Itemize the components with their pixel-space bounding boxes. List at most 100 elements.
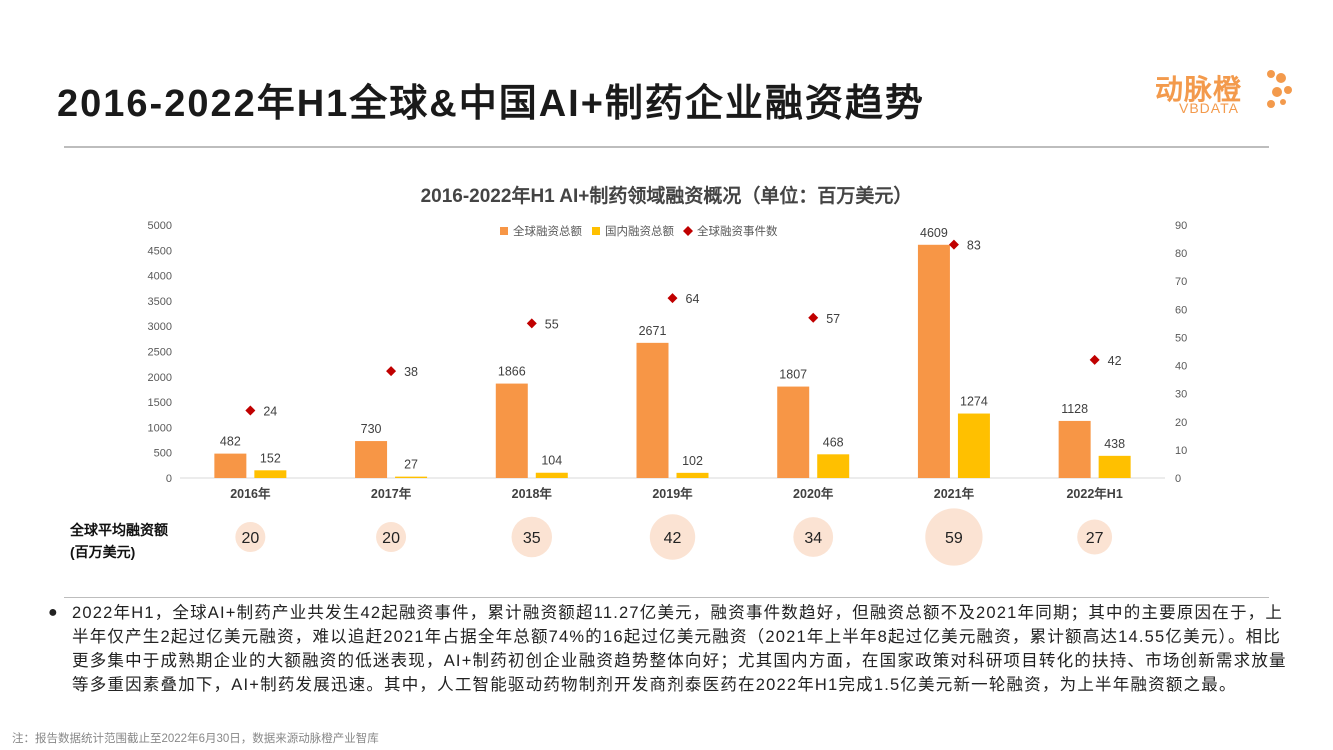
avg-bubble-label-0: 20 [241,530,259,547]
avg-row-label-line1: 全球平均融资额 [70,522,168,538]
bar-global-5 [917,244,950,478]
legend-label-2: 全球融资事件数 [697,224,778,238]
bar-global-4 [777,386,810,478]
bar-global-1 [355,441,388,478]
avg-bubble-4 [793,517,834,557]
vbdata-logo: 动脉橙 VBDATA [1155,68,1295,118]
legend-label-0: 全球融资总额 [513,224,582,238]
x-tick-label-6: 2022年H1 [1066,486,1122,501]
funding-chart: 0500100015002000250030003500400045005000… [148,220,1187,566]
y-right-tick-label: 90 [1175,220,1187,232]
y-left-tick-label: 5000 [148,220,172,232]
page-title: 2016-2022年H1全球&中国AI+制药企业融资趋势 [57,83,925,125]
footnote: 注：报告数据统计范围截止至2022年6月30日，数据来源动脉橙产业智库 [12,733,379,745]
bar-domestic-4 [817,454,850,478]
avg-bubble-label-4: 34 [804,530,822,547]
y-right-tick-label: 40 [1175,361,1187,373]
bar-global-label-3: 2671 [639,324,667,338]
y-left-tick-label: 3000 [148,321,172,333]
y-right-tick-label: 20 [1175,417,1187,429]
avg-row-label: 全球平均融资额 (百万美元) [70,519,168,563]
avg-bubble-label-3: 42 [664,530,682,547]
y-right-tick-label: 0 [1175,473,1181,485]
y-left-tick-label: 2500 [148,347,172,359]
bar-domestic-label-0: 152 [260,451,281,465]
y-left-tick-label: 0 [166,473,172,485]
bar-domestic-6 [1098,455,1131,478]
legend-swatch-1 [592,227,600,235]
bar-global-2 [495,383,528,478]
event-label-4: 57 [826,312,840,326]
event-label-2: 55 [545,317,559,331]
bar-global-6 [1058,420,1091,478]
y-right-tick-label: 80 [1175,248,1187,260]
bar-global-label-2: 1866 [498,365,526,379]
event-marker-3 [667,293,678,304]
avg-bubble-label-6: 27 [1086,530,1104,547]
avg-bubble-1 [376,522,407,552]
bar-global-3 [636,342,669,478]
logo-text-cn: 动脉橙 [1155,74,1243,105]
y-right-tick-label: 50 [1175,332,1187,344]
section-divider [64,597,1269,598]
event-label-1: 38 [404,365,418,379]
x-tick-label-5: 2021年 [934,486,975,501]
y-left-tick-label: 4500 [148,245,172,257]
bar-domestic-2 [535,472,568,478]
x-tick-label-3: 2019年 [652,486,693,501]
avg-bubble-label-1: 20 [382,530,400,547]
legend-swatch-0 [500,227,508,235]
x-tick-label-0: 2016年 [230,486,271,501]
bar-domestic-1 [395,476,428,478]
y-left-tick-label: 2000 [148,372,172,384]
x-tick-label-4: 2020年 [793,486,834,501]
y-left-tick-label: 4000 [148,271,172,283]
event-label-3: 64 [686,292,700,306]
bar-global-label-0: 482 [220,435,241,449]
event-marker-4 [808,312,819,323]
event-marker-2 [526,318,537,329]
y-right-tick-label: 30 [1175,389,1187,401]
y-left-tick-label: 3500 [148,296,172,308]
y-right-tick-label: 10 [1175,445,1187,457]
y-right-tick-label: 70 [1175,276,1187,288]
event-marker-1 [386,366,397,377]
bar-domestic-label-6: 438 [1104,437,1125,451]
event-marker-5 [948,239,959,250]
x-tick-label-1: 2017年 [371,486,412,501]
bar-domestic-label-1: 27 [404,458,418,472]
bar-domestic-label-2: 104 [541,454,562,468]
bar-global-label-6: 1128 [1061,402,1088,416]
chart-title: 2016-2022年H1 AI+制药领域融资概况（单位：百万美元） [420,186,913,207]
legend-swatch-2 [683,226,693,236]
event-marker-6 [1089,354,1100,365]
bar-domestic-label-5: 1274 [960,395,988,409]
event-marker-0 [245,405,256,416]
bar-global-label-1: 730 [361,422,382,436]
x-tick-label-2: 2018年 [512,486,553,501]
bar-global-label-4: 1807 [779,368,807,382]
logo-dots-icon [1267,70,1292,108]
bar-domestic-label-4: 468 [823,435,844,449]
avg-bubble-0 [235,522,266,552]
bar-domestic-5 [957,413,990,478]
title-divider [64,146,1269,148]
avg-bubble-label-2: 35 [523,530,541,547]
y-right-tick-label: 60 [1175,304,1187,316]
avg-row-label-line2: (百万美元) [70,544,136,560]
logo-text-en: VBDATA [1179,100,1239,116]
avg-bubble-5 [925,508,983,566]
bar-global-0 [214,453,247,478]
avg-bubble-6 [1077,519,1113,555]
y-left-tick-label: 1500 [148,397,172,409]
bar-global-label-5: 4609 [920,226,948,240]
avg-bubble-3 [649,514,696,560]
y-left-tick-label: 500 [154,448,172,460]
event-label-0: 24 [263,405,277,419]
summary-paragraph: 2022年H1，全球AI+制药产业共发生42起融资事件，累计融资额超11.27亿… [72,604,1287,694]
avg-bubble-label-5: 59 [945,530,963,547]
event-label-6: 42 [1108,354,1122,368]
avg-bubble-2 [511,516,553,558]
bullet-icon: ● [48,604,58,621]
bar-domestic-3 [676,472,709,478]
